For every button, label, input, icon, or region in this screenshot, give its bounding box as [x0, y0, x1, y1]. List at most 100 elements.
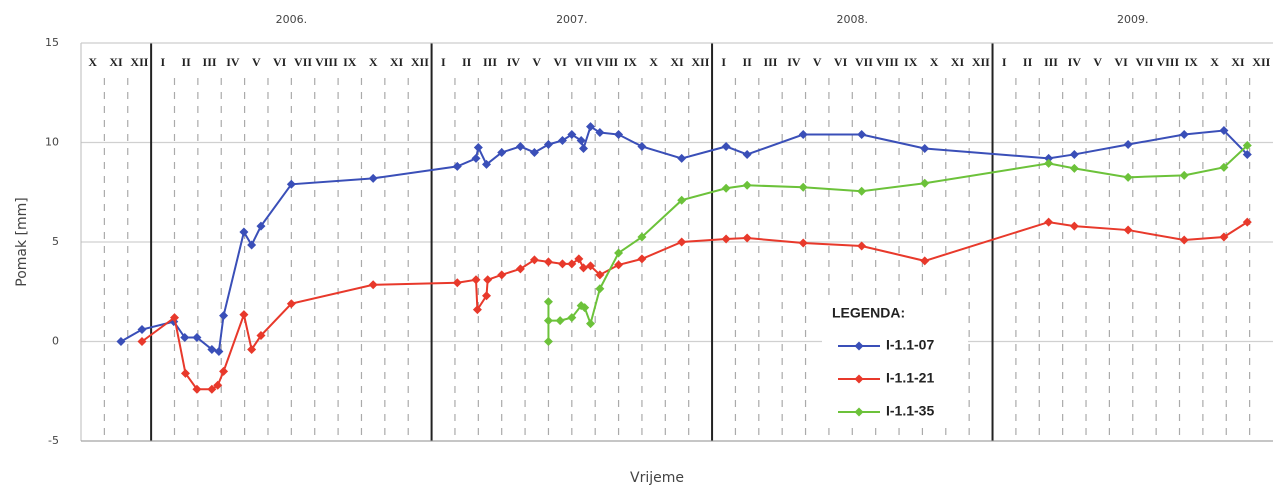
- data-point: [1123, 225, 1133, 235]
- data-point: [1219, 162, 1229, 172]
- data-point: [721, 234, 731, 244]
- x-tick-label: VII: [855, 55, 873, 69]
- data-point: [576, 136, 586, 146]
- data-point: [543, 337, 553, 346]
- data-point: [137, 325, 147, 335]
- data-point: [595, 284, 605, 294]
- data-point: [256, 331, 266, 341]
- data-point: [742, 233, 752, 243]
- x-tick-label: IX: [1185, 55, 1199, 69]
- x-tick-label: XII: [691, 55, 709, 69]
- data-point: [1219, 126, 1229, 136]
- data-point: [595, 128, 605, 138]
- data-point: [798, 238, 808, 248]
- data-point: [857, 186, 867, 196]
- x-tick-label: II: [462, 55, 472, 69]
- x-tick-label: VIII: [876, 55, 899, 69]
- x-tick-label: XII: [972, 55, 990, 69]
- x-tick-label: V: [1093, 55, 1102, 69]
- x-tick-label: III: [483, 55, 497, 69]
- y-axis-label: Pomak [mm]: [14, 197, 30, 286]
- data-point: [555, 316, 565, 326]
- x-tick-label: IX: [904, 55, 918, 69]
- x-tick-label: X: [649, 55, 658, 69]
- y-tick-label: 5: [52, 235, 59, 248]
- data-point: [515, 264, 525, 274]
- data-point: [192, 384, 202, 394]
- legend-label: I-1.1-35: [886, 403, 934, 419]
- legend-label: I-1.1-21: [886, 370, 934, 386]
- x-tick-label: IV: [1068, 55, 1082, 69]
- legend-marker: [854, 374, 864, 384]
- data-point: [1242, 140, 1252, 150]
- data-point: [543, 257, 553, 267]
- data-point: [137, 337, 147, 346]
- data-point: [1044, 153, 1054, 163]
- x-tick-label: X: [369, 55, 378, 69]
- x-tick-label: V: [252, 55, 261, 69]
- data-point: [239, 227, 249, 237]
- data-point: [567, 313, 577, 323]
- x-tick-label: IV: [507, 55, 521, 69]
- data-point: [579, 263, 589, 273]
- data-point: [586, 319, 596, 329]
- x-tick-label: VI: [1114, 55, 1128, 69]
- x-tick-label: IV: [787, 55, 801, 69]
- data-point: [247, 344, 257, 354]
- data-point: [637, 254, 647, 264]
- data-point: [497, 270, 507, 280]
- x-tick-label: VII: [1135, 55, 1153, 69]
- data-point: [798, 130, 808, 140]
- data-point: [857, 241, 867, 251]
- data-point: [567, 259, 577, 269]
- x-tick-label: II: [1023, 55, 1033, 69]
- x-tick-label: VII: [575, 55, 593, 69]
- data-point: [798, 182, 808, 192]
- data-point: [207, 344, 217, 354]
- x-tick-label: VI: [553, 55, 567, 69]
- data-point: [207, 384, 217, 394]
- data-point: [742, 149, 752, 159]
- x-tick-label: XI: [670, 55, 684, 69]
- x-tick-label: III: [1044, 55, 1058, 69]
- data-point: [637, 141, 647, 151]
- x-tick-label: VIII: [596, 55, 619, 69]
- data-point: [452, 161, 462, 171]
- data-point: [742, 180, 752, 190]
- data-point: [1179, 170, 1189, 180]
- data-point: [1069, 163, 1079, 173]
- data-point: [529, 147, 539, 157]
- data-point: [677, 237, 687, 247]
- legend-label: I-1.1-07: [886, 337, 934, 353]
- data-point: [543, 139, 553, 149]
- data-point: [214, 346, 224, 356]
- data-point: [920, 178, 930, 188]
- data-point: [1044, 158, 1054, 168]
- data-point: [579, 143, 589, 153]
- data-point: [1044, 217, 1054, 227]
- data-point: [721, 141, 731, 151]
- data-point: [483, 275, 493, 285]
- data-point: [543, 297, 553, 307]
- x-tick-label: XI: [390, 55, 404, 69]
- x-tick-label: I: [441, 55, 446, 69]
- data-point: [368, 173, 378, 183]
- legend-marker: [854, 407, 864, 417]
- data-point: [286, 299, 296, 309]
- data-point: [1219, 232, 1229, 242]
- x-tick-label: IX: [343, 55, 357, 69]
- data-point: [586, 122, 596, 132]
- x-tick-label: XII: [411, 55, 429, 69]
- x-tick-label: VI: [273, 55, 287, 69]
- data-point: [116, 337, 126, 346]
- data-point: [567, 130, 577, 140]
- data-point: [920, 143, 930, 153]
- data-point: [595, 270, 605, 280]
- data-point: [180, 333, 190, 343]
- data-point: [580, 303, 590, 313]
- data-point: [574, 254, 584, 264]
- data-point: [586, 261, 596, 271]
- x-tick-label: I: [1002, 55, 1007, 69]
- data-point: [515, 141, 525, 151]
